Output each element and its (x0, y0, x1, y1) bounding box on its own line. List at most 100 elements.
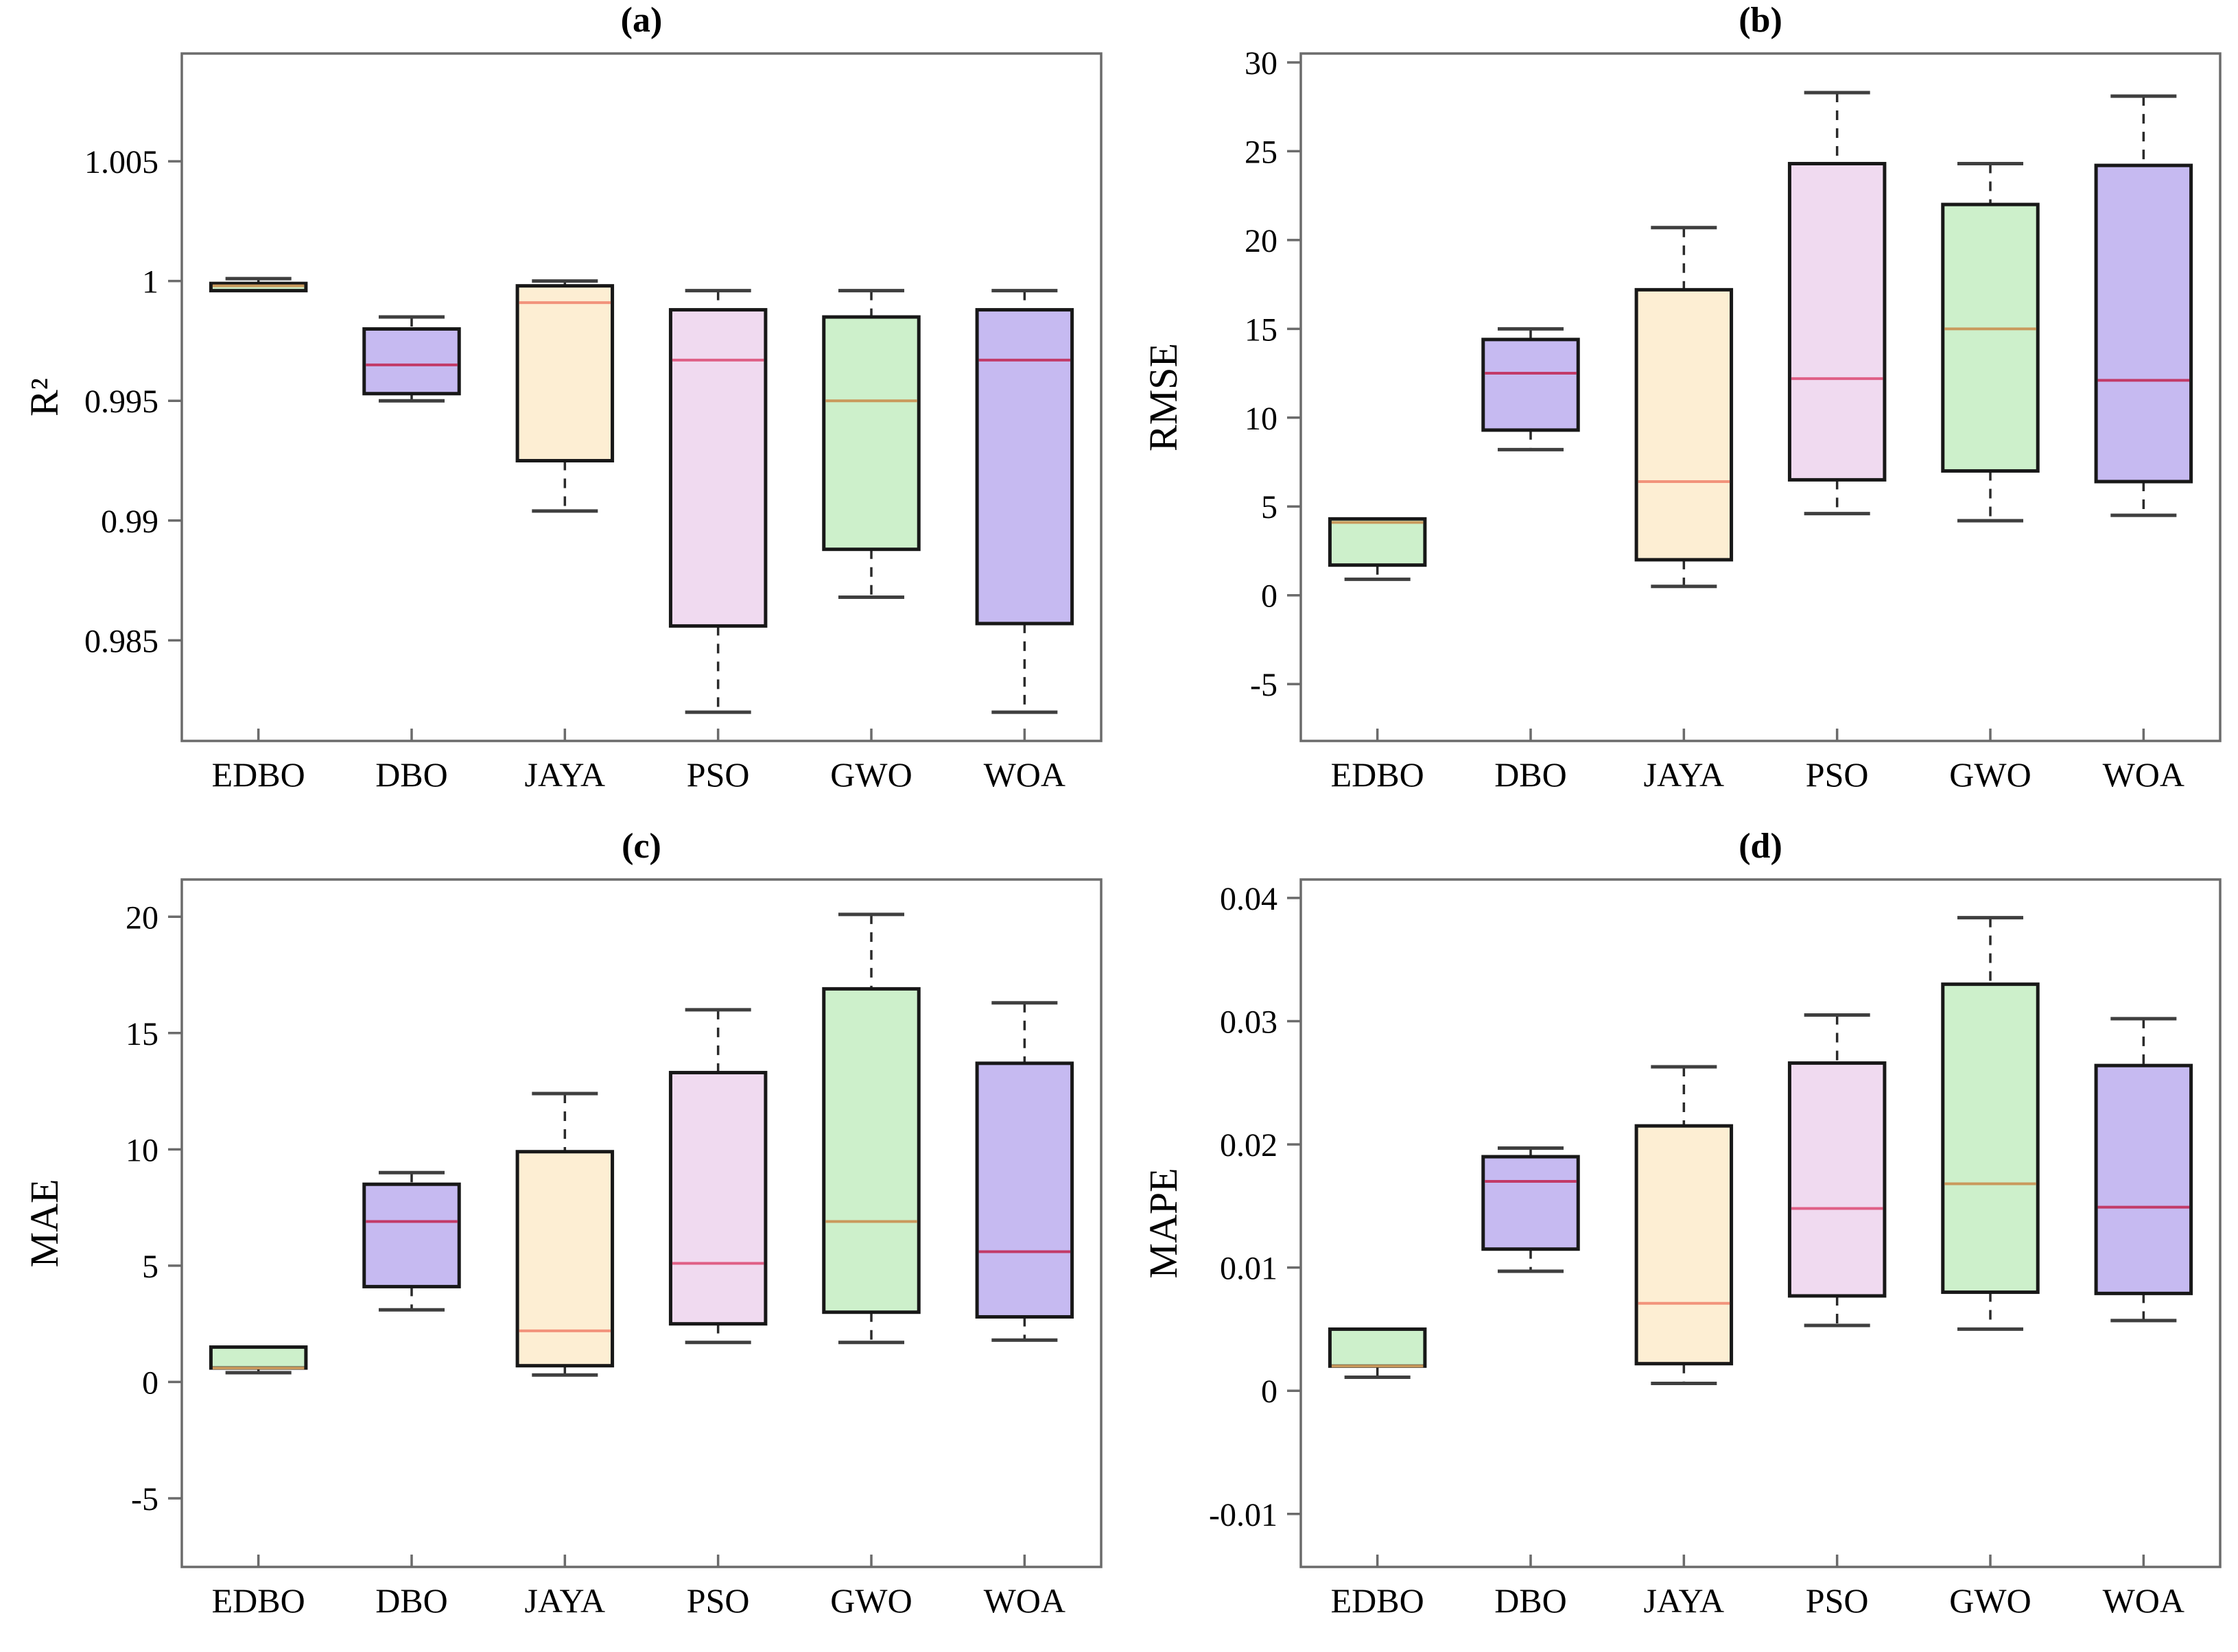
boxplot-mape: (d) MAPE 0.04 0.03 0.02 0.01 0 -0.01 EDBO DBO JAYA… (1141, 827, 2222, 1620)
ytick-label-c: 20 (126, 899, 158, 936)
ytick-label-c: 10 (126, 1132, 158, 1168)
panel-title-a: (a) (621, 1, 663, 40)
iqr-box (1634, 287, 1734, 562)
ytick-label-b: 25 (1245, 134, 1277, 170)
box-a-GWO (822, 289, 921, 600)
ytick-label-c: 0 (142, 1365, 158, 1401)
box-b-GWO (1941, 162, 2040, 523)
box-c-GWO (822, 912, 921, 1345)
iqr-box (1328, 517, 1427, 567)
xtick-label-a-WOA: WOA (984, 755, 1065, 794)
boxplot-r2: (a) R² 1.005 1 0.995 0.99 0.985 EDBO DBO JAYA PSO G… (22, 1, 1103, 794)
xtick-label-d-WOA: WOA (2103, 1581, 2184, 1620)
iqr-box (1941, 982, 2040, 1295)
ylabel-d: MAPE (1141, 1168, 1186, 1278)
panel-d: (d) MAPE 0.04 0.03 0.02 0.01 0 -0.01 EDBO DBO JAYA… (1119, 826, 2238, 1652)
ylabel-c: MAE (22, 1179, 67, 1268)
ytick-label-a: 0.995 (84, 384, 158, 420)
box-d-PSO (1787, 1013, 1887, 1328)
ytick-label-d: 0.04 (1220, 881, 1277, 917)
ytick-label-b: -5 (1250, 667, 1277, 703)
axes-box-a (180, 52, 1103, 742)
xtick-label-a-GWO: GWO (830, 755, 912, 794)
panel-c: (c) MAE 20 15 10 5 0 -5 EDBO DBO JAYA PSO GWO WOA (0, 826, 1119, 1652)
xtick-label-b-WOA: WOA (2103, 755, 2184, 794)
iqr-box (1328, 1327, 1427, 1368)
iqr-box (362, 1182, 461, 1288)
iqr-box (1481, 1155, 1580, 1251)
box-c-EDBO (209, 1345, 308, 1375)
iqr-box (209, 1345, 308, 1370)
ytick-label-b: 5 (1261, 489, 1277, 526)
xtick-label-b-JAYA: JAYA (1644, 755, 1725, 794)
ytick-label-b: 20 (1245, 223, 1277, 259)
panel-title-b: (b) (1739, 1, 1782, 40)
box-b-EDBO (1328, 517, 1427, 581)
box-b-DBO (1481, 327, 1580, 451)
box-c-WOA (975, 1001, 1074, 1342)
xtick-label-a-JAYA: JAYA (525, 755, 606, 794)
box-a-WOA (975, 289, 1074, 714)
xtick-label-a-PSO: PSO (687, 755, 750, 794)
panel-a: (a) R² 1.005 1 0.995 0.99 0.985 EDBO DBO JAYA PSO G… (0, 0, 1119, 826)
iqr-box (515, 284, 615, 463)
iqr-box (975, 1061, 1074, 1319)
axes-box-b (1299, 52, 2222, 742)
xtick-label-a-DBO: DBO (375, 755, 448, 794)
ylabel-a: R² (22, 378, 67, 416)
xtick-label-c-JAYA: JAYA (525, 1581, 606, 1620)
iqr-box (668, 308, 768, 628)
iqr-box (975, 308, 1074, 626)
xtick-label-c-GWO: GWO (830, 1581, 912, 1620)
iqr-box (1941, 202, 2040, 473)
box-c-PSO (668, 1008, 768, 1345)
box-c-JAYA (515, 1092, 615, 1377)
iqr-box (1634, 1124, 1734, 1366)
iqr-box (362, 327, 461, 396)
xtick-label-b-GWO: GWO (1949, 755, 2031, 794)
ytick-label-b: 0 (1261, 578, 1277, 615)
box-d-EDBO (1328, 1327, 1427, 1379)
ytick-label-c: 15 (126, 1016, 158, 1052)
iqr-box (822, 987, 921, 1314)
axes-box-d (1299, 878, 2222, 1568)
ytick-label-b: 30 (1245, 45, 1277, 82)
box-c-DBO (362, 1170, 461, 1312)
xtick-label-d-DBO: DBO (1494, 1581, 1567, 1620)
panel-title-d: (d) (1739, 827, 1782, 866)
ytick-label-a: 1.005 (84, 144, 158, 180)
panel-b: (b) RMSE 30 25 20 15 10 5 0 -5 EDBO DBO JAYA PSO GWO WO… (1119, 0, 2238, 826)
xtick-label-c-PSO: PSO (687, 1581, 750, 1620)
ytick-label-b: 10 (1245, 401, 1277, 437)
iqr-box (1787, 162, 1887, 482)
iqr-box (1787, 1061, 1887, 1298)
box-d-GWO (1941, 916, 2040, 1331)
ytick-label-c: 5 (142, 1249, 158, 1285)
iqr-box (822, 315, 921, 552)
box-a-DBO (362, 315, 461, 403)
box-b-WOA (2094, 94, 2193, 517)
panel-title-c: (c) (622, 827, 661, 866)
ytick-label-a: 0.99 (101, 504, 158, 540)
axes-box-c (180, 878, 1103, 1568)
ytick-label-c: -5 (131, 1481, 158, 1518)
ytick-label-a: 0.985 (84, 623, 158, 659)
ytick-label-b: 15 (1245, 311, 1277, 348)
box-b-JAYA (1634, 226, 1734, 589)
iqr-box (1481, 338, 1580, 432)
xtick-label-c-EDBO: EDBO (212, 1581, 305, 1620)
ytick-label-d: -0.01 (1209, 1497, 1277, 1533)
xtick-label-c-WOA: WOA (984, 1581, 1065, 1620)
xtick-label-d-GWO: GWO (1949, 1581, 2031, 1620)
box-b-PSO (1787, 91, 1887, 516)
ytick-label-d: 0.01 (1220, 1251, 1277, 1287)
boxplot-rmse: (b) RMSE 30 25 20 15 10 5 0 -5 EDBO DBO JAYA PSO GWO WO… (1141, 1, 2222, 794)
box-d-JAYA (1634, 1065, 1734, 1385)
iqr-box (2094, 163, 2193, 484)
xtick-label-d-EDBO: EDBO (1331, 1581, 1424, 1620)
box-a-EDBO (209, 276, 308, 293)
xtick-label-b-DBO: DBO (1494, 755, 1567, 794)
box-a-PSO (668, 289, 768, 714)
xtick-label-c-DBO: DBO (375, 1581, 448, 1620)
